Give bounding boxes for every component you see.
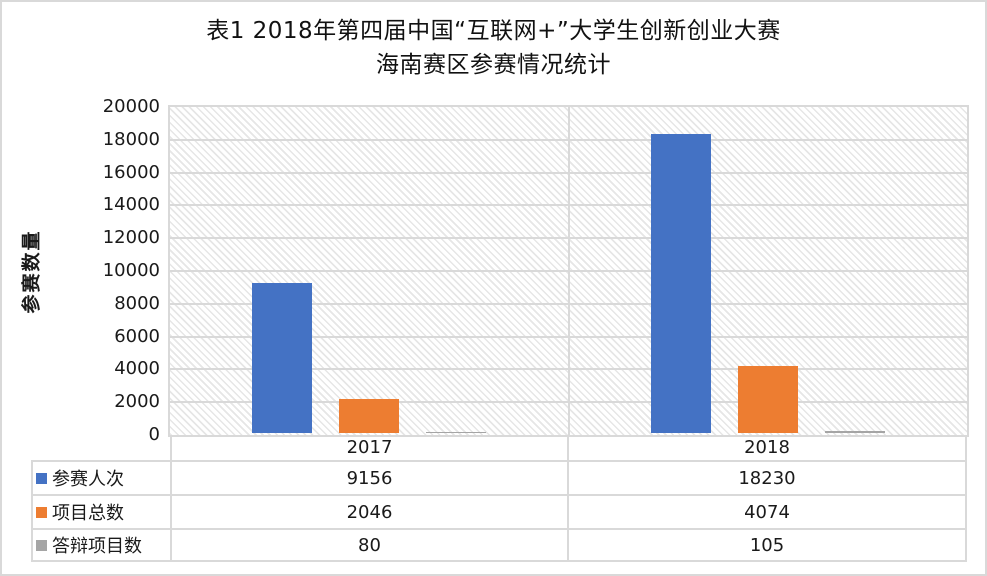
table-corner-spacer (31, 435, 170, 460)
chart-title-line2: 海南赛区参赛情况统计 (376, 52, 611, 78)
y-tick-label: 2000 (114, 391, 160, 413)
legend-swatch-icon (36, 539, 47, 551)
chart-title-line1: 表1 2018年第四届中国“互联网+”大学生创新创业大赛 (206, 18, 781, 44)
series-name: 答辩项目数 (52, 536, 142, 557)
table-row: 参赛人次 9156 18230 (31, 460, 967, 494)
y-tick-label: 6000 (114, 325, 160, 347)
y-axis-title: 参赛数量 (16, 107, 44, 435)
y-tick-label: 8000 (114, 292, 160, 314)
bar-series2-2018 (825, 431, 885, 433)
table-row: 答辩项目数 80 105 (31, 528, 967, 562)
legend-label-3: 答辩项目数 (31, 528, 170, 562)
table-row: 2017 2018 (31, 435, 967, 460)
chart-title: 表1 2018年第四届中国“互联网+”大学生创新创业大赛 海南赛区参赛情况统计 (2, 14, 985, 82)
table-value: 9156 (170, 460, 567, 494)
bar-series0-2018 (651, 134, 711, 433)
category-label-2017: 2017 (170, 435, 567, 460)
legend-swatch-icon (36, 506, 47, 518)
category-label-2018: 2018 (567, 435, 967, 460)
table-value: 80 (170, 528, 567, 562)
series-name: 项目总数 (52, 503, 124, 524)
bar-series0-2017 (252, 283, 312, 433)
legend-label-2: 项目总数 (31, 494, 170, 528)
y-tick-label: 12000 (102, 227, 160, 249)
y-tick-label: 0 (148, 424, 160, 445)
legend-label-1: 参赛人次 (31, 460, 170, 494)
table-value: 4074 (567, 494, 967, 528)
y-tick-label: 14000 (102, 194, 160, 216)
y-tick-label: 18000 (102, 128, 160, 150)
bar-series1-2017 (339, 399, 399, 433)
plot-area (168, 105, 969, 437)
legend-swatch-icon (36, 472, 47, 484)
y-tick-label: 20000 (102, 96, 160, 117)
y-tick-label: 10000 (102, 260, 160, 281)
y-tick-label: 16000 (102, 161, 160, 183)
y-tick-label: 4000 (114, 358, 160, 380)
table-row: 项目总数 2046 4074 (31, 494, 967, 528)
gridline-vertical (567, 107, 570, 435)
bar-series1-2018 (738, 366, 798, 433)
series-name: 参赛人次 (52, 469, 124, 490)
table-value: 105 (567, 528, 967, 562)
bar-series2-2017 (426, 432, 486, 433)
y-axis-title-text: 参赛数量 (20, 228, 43, 314)
table-value: 2046 (170, 494, 567, 528)
table-value: 18230 (567, 460, 967, 494)
